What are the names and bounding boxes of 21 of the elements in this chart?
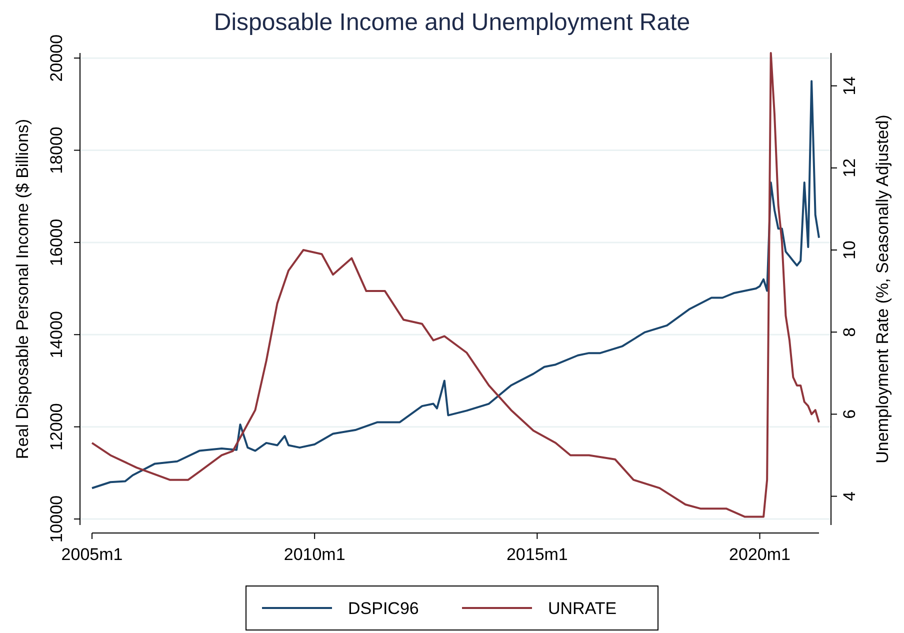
legend-label: DSPIC96 [348,599,419,618]
y2-tick-label: 6 [840,409,859,419]
y-tick-label: 18000 [47,126,66,174]
y2-tick-label: 10 [840,240,859,260]
y-tick-label: 14000 [47,310,66,358]
x-tick-label: 2020m1 [729,545,790,564]
y2-axis-title: Unemployment Rate (%, Seasonally Adjusted) [873,114,892,464]
chart-title: Disposable Income and Unemployment Rate [214,9,690,36]
y-tick-label: 20000 [47,34,66,82]
y2-tick-label: 4 [840,492,859,502]
y-tick-label: 16000 [47,218,66,266]
y-tick-label: 12000 [47,403,66,450]
y-axis-title: Real Disposable Personal Income ($ Billions) [13,118,32,460]
legend-label: UNRATE [548,599,617,618]
y2-tick-label: 14 [840,76,859,96]
x-tick-label: 2005m1 [61,545,123,564]
x-tick-label: 2010m1 [284,545,346,564]
y2-tick-label: 12 [840,158,859,178]
x-tick-label: 2015m1 [506,545,568,564]
y-tick-label: 10000 [47,495,66,543]
y2-tick-label: 8 [840,327,859,337]
